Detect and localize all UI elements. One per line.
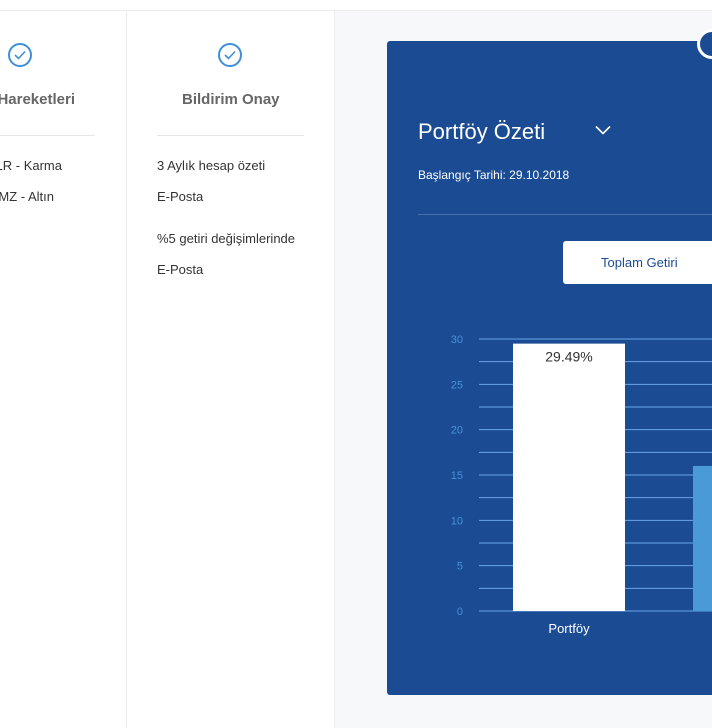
corner-badge-icon — [697, 29, 712, 59]
card-title: Portföy Özeti — [418, 119, 546, 144]
step-title: Bildirim Onay — [182, 91, 280, 108]
y-tick-label: 10 — [451, 515, 463, 527]
top-bar — [0, 0, 712, 11]
y-tick-label: 30 — [451, 334, 463, 346]
y-tick-label: 15 — [451, 470, 463, 482]
check-circle-icon — [218, 43, 242, 67]
list-item: 3 Aylık hesap özeti — [157, 158, 266, 173]
step-column-movements: Hareketleri LR - Karma MZ - Altın — [0, 11, 127, 728]
check-circle-icon — [8, 43, 32, 67]
list-item: LR - Karma — [0, 158, 62, 173]
x-tick-label: Portföy — [548, 621, 590, 636]
y-tick-label: 5 — [457, 561, 463, 573]
step-column-notification: Bildirim Onay 3 Aylık hesap özeti E-Post… — [127, 11, 335, 728]
list-item: E-Posta — [157, 262, 204, 277]
step-title: Hareketleri — [0, 91, 75, 108]
total-return-button[interactable]: Toplam Getiri — [563, 241, 712, 284]
y-tick-label: 25 — [451, 379, 463, 391]
y-tick-label: 0 — [457, 606, 463, 618]
divider — [157, 135, 304, 136]
divider — [0, 135, 95, 136]
chevron-down-icon[interactable] — [595, 125, 611, 135]
y-tick-label: 20 — [451, 425, 463, 437]
list-item: %5 getiri değişimlerinde — [157, 231, 296, 246]
bar — [513, 343, 625, 611]
list-item: E-Posta — [157, 189, 204, 204]
list-item: MZ - Altın — [0, 189, 54, 204]
bar — [693, 465, 712, 611]
divider — [418, 214, 712, 215]
start-date: Başlangıç Tarihi: 29.10.2018 — [418, 168, 570, 182]
data-label: 29.49% — [545, 349, 592, 365]
portfolio-summary-card: Portföy Özeti Başlangıç Tarihi: 29.10.20… — [387, 41, 712, 695]
